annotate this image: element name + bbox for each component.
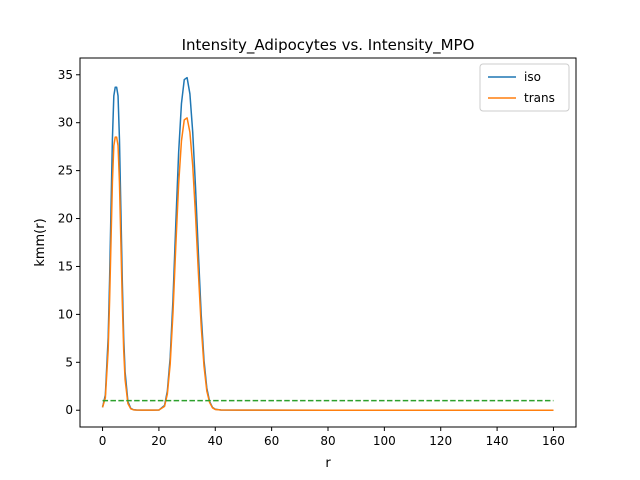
y-tick-label: 20	[58, 212, 73, 226]
y-tick-label: 15	[58, 259, 73, 273]
legend-box	[479, 63, 570, 112]
x-tick-label: 140	[486, 434, 509, 448]
legend-label: iso	[524, 70, 541, 84]
plot-frame	[79, 57, 577, 428]
y-tick-label: 30	[58, 116, 73, 130]
series-line-trans	[101, 117, 554, 411]
x-tick-label: 60	[264, 434, 279, 448]
chart-title: Intensity_Adipocytes vs. Intensity_MPO	[182, 36, 475, 55]
x-tick-label: 160	[542, 434, 565, 448]
y-axis-ticks: 0 5 10 15 20 25 30 35	[58, 68, 80, 417]
y-axis-label: kmm(r)	[33, 218, 48, 266]
x-tick-label: 80	[320, 434, 335, 448]
x-tick-label: 120	[429, 434, 452, 448]
y-tick-label: 0	[65, 403, 73, 417]
y-tick-label: 25	[58, 164, 73, 178]
x-tick-label: 20	[151, 434, 166, 448]
legend-label: trans	[524, 91, 555, 105]
y-tick-label: 10	[58, 307, 73, 321]
y-tick-label: 35	[58, 68, 73, 82]
y-tick-label: 5	[65, 355, 73, 369]
plot-area	[101, 76, 554, 411]
legend: iso trans	[479, 63, 570, 112]
x-axis-ticks: 0 20 40 60 80 100 120 140 160	[99, 427, 565, 448]
x-tick-label: 40	[208, 434, 223, 448]
x-tick-label: 0	[99, 434, 107, 448]
x-axis-label: r	[325, 456, 331, 471]
x-tick-label: 100	[373, 434, 396, 448]
